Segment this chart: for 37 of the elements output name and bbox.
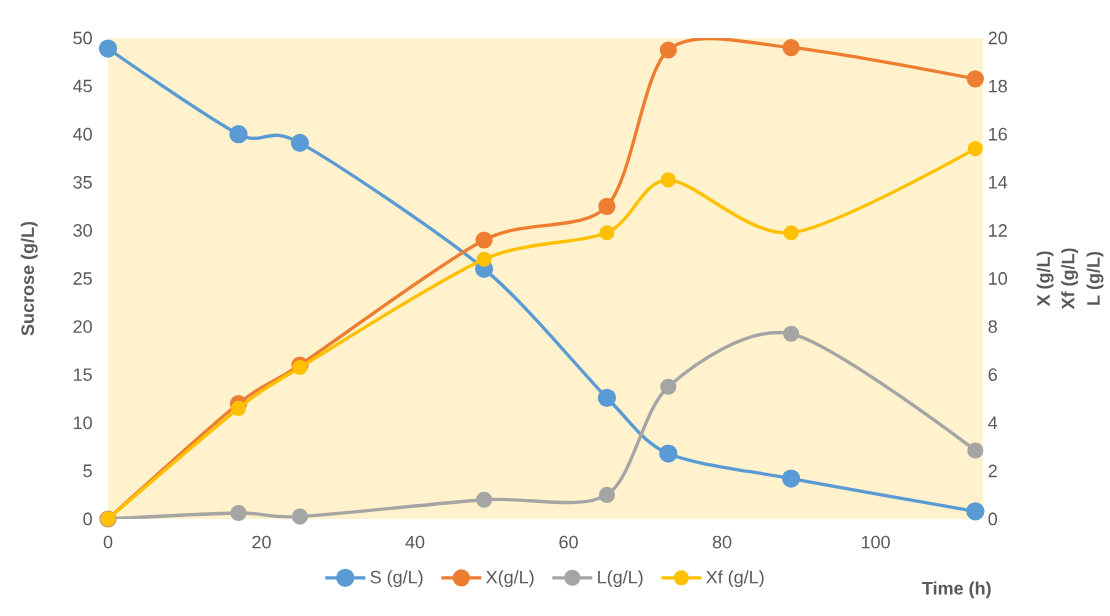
legend-label: Xf (g/L) [706, 570, 764, 588]
x-tick-label: 60 [559, 535, 578, 549]
y-tick-label: 20 [73, 320, 92, 333]
legend-label: S (g/L) [370, 570, 423, 588]
y-tick-label: 5 [83, 464, 92, 478]
y2-axis-title: X (g/L) [1036, 251, 1054, 307]
y-tick-label: 45 [73, 79, 92, 93]
y2-tick-label: 2 [988, 464, 997, 478]
y2-tick-label: 14 [989, 176, 1008, 189]
x-tick-label: 0 [103, 535, 113, 549]
text: Xf (g/L) [1061, 248, 1079, 310]
y2-tick-label: 4 [988, 416, 998, 429]
y2-tick-label: 20 [988, 31, 1008, 45]
y2-tick-label: 8 [988, 320, 997, 333]
y2-tick-label: 18 [989, 79, 1007, 93]
y-tick-label: 35 [73, 175, 92, 189]
y-axis-title: Sucrose (g/L) [20, 221, 38, 336]
y-tick-label: 30 [73, 224, 92, 237]
y-tick-label: 50 [73, 31, 92, 45]
x-axis-title: Time (h) [922, 581, 991, 599]
y-tick-label: 25 [73, 272, 92, 285]
text: L (g/L) [1086, 251, 1104, 305]
y-tick-label: 15 [73, 368, 92, 381]
y2-tick-label: 6 [988, 368, 997, 382]
y2-tick-label: 16 [989, 127, 1007, 141]
y-tick-label: 40 [73, 127, 92, 141]
x-tick-label: 40 [405, 535, 425, 549]
y-tick-label: 10 [73, 416, 92, 430]
x-tick-label: 100 [861, 535, 890, 549]
y2-tick-label: 0 [988, 512, 998, 526]
y2-tick-label: 10 [989, 272, 1008, 285]
x-tick-label: 80 [712, 535, 732, 549]
y2-tick-label: 12 [989, 224, 1007, 237]
y-tick-label: 0 [83, 512, 92, 526]
legend-label: L(g/L) [598, 570, 643, 588]
legend-label: X(g/L) [486, 570, 534, 588]
x-tick-label: 20 [252, 535, 271, 549]
